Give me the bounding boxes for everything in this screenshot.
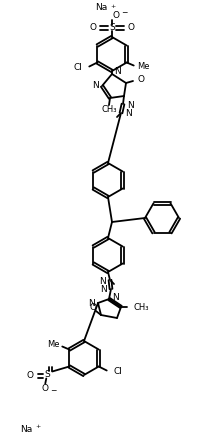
Text: S: S — [44, 370, 50, 379]
Text: S: S — [109, 23, 115, 33]
Text: CH₃: CH₃ — [133, 303, 149, 313]
Text: O: O — [112, 11, 120, 20]
Text: CH₃: CH₃ — [101, 105, 117, 115]
Text: Cl: Cl — [114, 367, 123, 376]
Text: N: N — [127, 101, 134, 109]
Text: O: O — [127, 23, 134, 33]
Text: O: O — [26, 371, 33, 380]
Text: N: N — [114, 67, 121, 76]
Text: O: O — [90, 23, 97, 33]
Text: O: O — [42, 384, 49, 393]
Text: N: N — [100, 285, 107, 295]
Text: N: N — [88, 299, 95, 307]
Text: −: − — [121, 8, 127, 18]
Text: Me: Me — [47, 340, 59, 349]
Text: Cl: Cl — [73, 63, 82, 72]
Text: −: − — [50, 386, 57, 395]
Text: Me: Me — [137, 62, 149, 71]
Text: O: O — [90, 303, 96, 313]
Text: +: + — [35, 425, 40, 430]
Text: N: N — [112, 292, 119, 302]
Text: Na: Na — [95, 4, 107, 12]
Text: +: + — [110, 4, 115, 8]
Text: N: N — [92, 82, 99, 90]
Text: Na: Na — [20, 426, 32, 434]
Text: N: N — [125, 109, 132, 119]
Text: O: O — [138, 75, 145, 85]
Text: N: N — [99, 277, 106, 285]
